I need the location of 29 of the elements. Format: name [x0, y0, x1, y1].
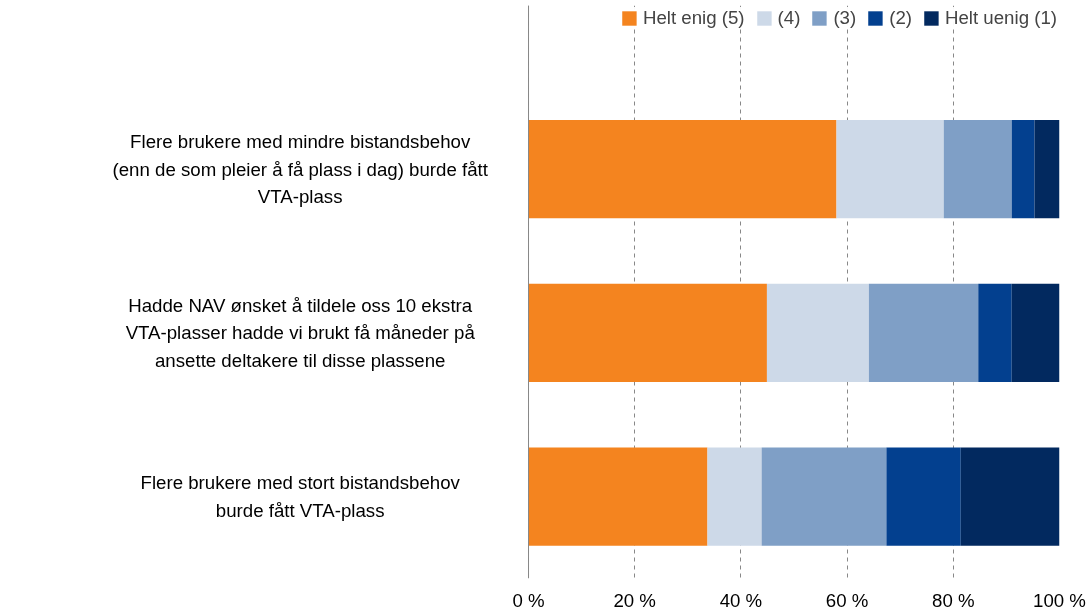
legend-label: Helt uenig (1)	[945, 7, 1057, 29]
legend-label: (2)	[889, 7, 912, 29]
bar	[1011, 120, 1035, 219]
bar	[1011, 283, 1060, 383]
bar	[978, 283, 1012, 383]
x-tick-label: 20 %	[613, 589, 656, 611]
bar	[1034, 120, 1060, 219]
x-tick-label: 0 %	[512, 589, 545, 611]
legend-label: (4)	[777, 7, 801, 29]
x-tick-label: 60 %	[825, 589, 869, 611]
bar	[766, 283, 869, 383]
bar	[943, 120, 1012, 219]
y-tick-label: Flere brukere med mindre bistandsbehov (enn de som pleier å få plass i dag) burde fått VTA-plass	[112, 131, 489, 208]
bar	[528, 447, 708, 546]
bar	[761, 447, 887, 546]
legend-label: Helt enig (5)	[642, 7, 745, 29]
bar	[960, 447, 1060, 546]
x-tick-label: 80 %	[932, 589, 975, 611]
bar	[868, 283, 979, 383]
y-tick-label: Hadde NAV ønsket å tildele oss 10 ekstra VTA-plasser hadde vi brukt få måneder på ansette deltakere til disse plassene	[125, 295, 476, 371]
y-tick-label: Flere brukere med stort bistandsbehov burde fått VTA-plass	[140, 472, 461, 521]
bar	[886, 447, 961, 546]
x-tick-label: 100 %	[1033, 589, 1086, 611]
bar	[707, 447, 762, 546]
bar	[836, 120, 944, 219]
legend-label: (3)	[833, 7, 857, 29]
bar	[528, 283, 767, 383]
x-tick-label: 40 %	[719, 589, 763, 611]
bar	[528, 120, 837, 219]
